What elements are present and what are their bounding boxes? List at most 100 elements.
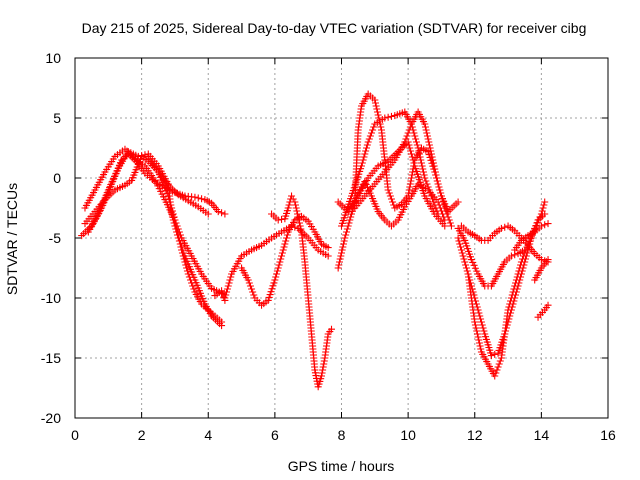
data-point — [426, 189, 434, 197]
data-point — [412, 135, 420, 143]
data-point — [134, 152, 142, 160]
data-point — [405, 186, 413, 194]
data-point — [522, 246, 530, 254]
data-point — [283, 234, 291, 242]
data-point — [497, 224, 505, 232]
data-point — [413, 141, 421, 149]
data-point — [138, 152, 146, 160]
data-point — [417, 156, 425, 164]
x-tick-label: 12 — [467, 427, 483, 443]
data-point — [507, 297, 515, 305]
data-point — [429, 159, 437, 167]
data-point — [463, 267, 471, 275]
data-point — [339, 240, 347, 248]
data-point — [180, 255, 188, 263]
data-point — [278, 249, 286, 257]
data-point — [456, 240, 464, 248]
data-point — [430, 162, 438, 170]
data-point — [168, 207, 176, 215]
data-point — [174, 231, 182, 239]
data-series-track-18 — [531, 256, 552, 284]
data-point — [407, 150, 415, 158]
data-point — [190, 285, 198, 293]
data-point — [518, 255, 526, 263]
data-point — [170, 213, 178, 221]
y-tick-label: -5 — [49, 230, 62, 246]
data-point — [506, 300, 514, 308]
data-point — [514, 270, 522, 278]
data-point — [541, 198, 549, 206]
data-point — [473, 327, 481, 335]
data-point — [328, 325, 336, 333]
data-point — [181, 258, 189, 266]
data-point — [278, 215, 286, 223]
data-point — [246, 282, 254, 290]
data-point — [424, 135, 432, 143]
data-point — [273, 270, 281, 278]
data-point — [436, 186, 444, 194]
data-point — [404, 129, 412, 137]
data-point — [425, 186, 433, 194]
data-point — [218, 287, 226, 295]
data-point — [360, 153, 368, 161]
data-point — [296, 219, 304, 227]
data-point — [264, 296, 272, 304]
data-point — [429, 156, 437, 164]
data-point — [507, 252, 515, 260]
data-point — [373, 105, 381, 113]
data-point — [167, 201, 175, 209]
data-point — [335, 261, 343, 269]
data-point — [204, 210, 212, 218]
data-point — [408, 171, 416, 179]
data-point — [441, 222, 449, 230]
data-point — [424, 183, 432, 191]
data-point — [425, 138, 433, 146]
data-point — [537, 210, 545, 218]
data-point — [461, 258, 469, 266]
data-point — [367, 129, 375, 137]
data-point — [389, 198, 397, 206]
data-point — [423, 129, 431, 137]
data-point — [334, 264, 342, 272]
data-series-track-12 — [344, 90, 445, 212]
data-point — [434, 210, 442, 218]
data-point — [175, 234, 183, 242]
x-tick-label: 14 — [534, 427, 550, 443]
data-point — [387, 112, 395, 120]
data-point — [426, 144, 434, 152]
data-point — [178, 246, 186, 254]
data-point — [404, 192, 412, 200]
data-point — [410, 162, 418, 170]
data-series-track-20 — [534, 301, 552, 321]
y-tick-label: -20 — [41, 410, 61, 426]
data-point — [370, 123, 378, 131]
data-point — [512, 279, 520, 287]
y-tick-label: -10 — [41, 290, 61, 306]
data-point — [494, 363, 502, 371]
data-point — [429, 195, 437, 203]
data-point — [319, 363, 327, 371]
data-point — [402, 135, 410, 143]
data-point — [515, 267, 523, 275]
data-point — [336, 258, 344, 266]
x-tick-label: 8 — [338, 427, 346, 443]
data-point — [288, 222, 296, 230]
data-point — [189, 282, 197, 290]
data-point — [405, 126, 413, 134]
data-point — [285, 201, 293, 209]
data-point — [434, 180, 442, 188]
data-point — [347, 213, 355, 221]
data-point — [505, 303, 513, 311]
data-point — [274, 216, 282, 224]
data-point — [462, 261, 470, 269]
data-point — [375, 114, 383, 122]
data-series-track-5 — [144, 152, 226, 326]
x-tick-label: 10 — [400, 427, 416, 443]
data-point — [516, 264, 524, 272]
data-point — [248, 285, 256, 293]
data-point — [221, 296, 229, 304]
data-point — [174, 228, 182, 236]
data-point — [460, 255, 468, 263]
x-axis-title: GPS time / hours — [288, 458, 395, 474]
data-point — [406, 180, 414, 188]
